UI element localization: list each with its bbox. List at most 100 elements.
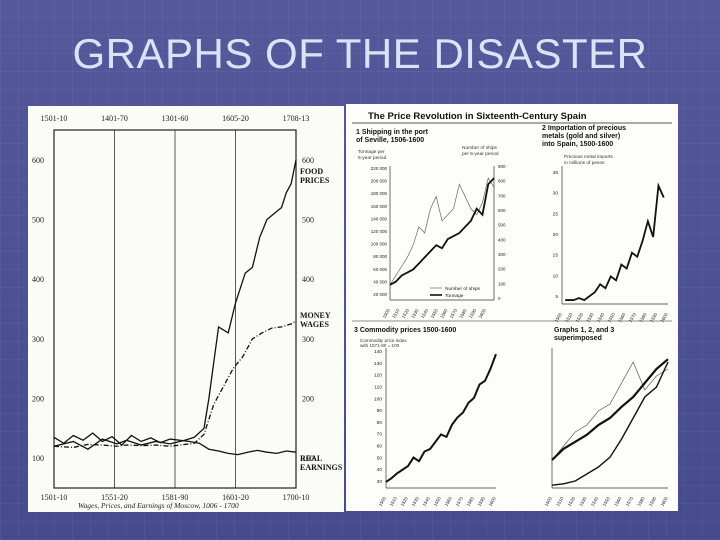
slide-title: GRAPHS OF THE DISASTER — [72, 30, 648, 77]
left-tick-label: 100 000 — [371, 242, 388, 247]
left-tick-label: 20 000 — [373, 292, 387, 297]
x-tick-label: 1510 — [389, 496, 399, 508]
x-tick-label: 1530 — [410, 308, 420, 320]
food-prices-line — [53, 159, 297, 450]
right-tick-label: 400 — [498, 237, 506, 242]
top-year-label: 1301-60 — [162, 114, 189, 123]
x-tick-label: 1520 — [401, 308, 411, 320]
axis-label: in millions of pesos — [564, 160, 605, 166]
x-tick-label: 1580 — [458, 308, 468, 320]
x-tick-label: 1600 — [660, 496, 670, 508]
x-tick-label: 1590 — [649, 312, 659, 324]
left-tick-label: 110 — [374, 384, 382, 390]
x-tick-label: 1520 — [400, 496, 410, 508]
x-tick-label: 1560 — [613, 496, 623, 508]
superimposed-metals-line — [551, 361, 669, 486]
right-tick-label: 800 — [498, 179, 506, 184]
left-tick-label: 90 — [377, 408, 383, 414]
left-tick-label: 140 — [374, 349, 382, 355]
left-tick-label: 40 — [377, 467, 383, 473]
left-tick-label: 60 000 — [373, 267, 387, 272]
left-tick-label: 25 — [553, 211, 559, 217]
x-tick-label: 1570 — [455, 496, 465, 508]
bottom-year-label: 1581-90 — [162, 493, 189, 502]
left-tick-label: 500 — [32, 216, 44, 225]
x-tick-label: 1540 — [420, 308, 430, 320]
x-tick-label: 1510 — [564, 312, 574, 324]
superimposed-prices-line — [551, 358, 669, 461]
right-tick-label: 100 — [302, 454, 314, 463]
x-tick-label: 1580 — [638, 312, 648, 324]
left-tick-label: 120 — [374, 373, 382, 379]
x-tick-label: 1600 — [488, 496, 498, 508]
left-tick-label: 50 — [377, 455, 383, 461]
x-tick-label: 1540 — [590, 496, 600, 508]
x-tick-label: 1550 — [607, 312, 617, 324]
left-tick-label: 130 — [374, 361, 382, 367]
x-tick-label: 1500 — [544, 496, 554, 508]
left-tick-label: 140 000 — [371, 216, 388, 221]
top-year-label: 1501-10 — [41, 114, 68, 123]
spain-price-revolution-figure: The Price Revolution in Sixteenth-Centur… — [346, 104, 678, 511]
right-tick-label: 400 — [302, 275, 314, 284]
tonnage-line — [389, 177, 495, 286]
x-tick-label: 1500 — [554, 312, 564, 324]
spain-chart-svg: The Price Revolution in Sixteenth-Centur… — [352, 111, 672, 508]
left-tick-label: 35 — [553, 170, 559, 176]
left-tick-label: 100 — [374, 396, 382, 402]
bottom-year-label: 1700-10 — [283, 493, 310, 502]
right-tick-label: 500 — [302, 216, 314, 225]
money-wages-line — [53, 320, 297, 449]
legend-label: Number of ships — [445, 286, 481, 292]
x-tick-label: 1510 — [391, 308, 401, 320]
series-label: PRICES — [300, 176, 330, 185]
x-tick-label: 1560 — [444, 496, 454, 508]
left-tick-label: 300 — [32, 335, 44, 344]
left-tick-label: 80 — [377, 420, 383, 426]
series-label: REAL — [300, 454, 322, 463]
series-label: MONEY — [300, 311, 331, 320]
left-tick-label: 40 000 — [373, 279, 387, 284]
bottom-year-label: 1551-20 — [101, 493, 128, 502]
x-tick-label: 1600 — [660, 312, 670, 324]
top-year-label: 1708-13 — [283, 114, 310, 123]
x-tick-label: 1560 — [439, 308, 449, 320]
left-tick-label: 30 — [377, 479, 383, 485]
x-tick-label: 1550 — [433, 496, 443, 508]
panel-label: Graphs 1, 2, and 3 — [554, 327, 614, 334]
bottom-year-label: 1501-10 — [41, 493, 68, 502]
axis-label: Commodity price index — [360, 338, 407, 343]
series-label: FOOD — [300, 167, 323, 176]
left-tick-label: 20 — [553, 232, 559, 238]
left-tick-label: 120 000 — [371, 229, 388, 234]
x-tick-label: 1570 — [625, 496, 635, 508]
chart-caption: Wages, Prices, and Earnings of Moscow, 1… — [78, 501, 239, 510]
superimposed-shipping-line — [551, 361, 669, 461]
x-tick-label: 1570 — [449, 308, 459, 320]
left-tick-label: 80 000 — [373, 254, 387, 259]
right-tick-label: 200 — [498, 267, 506, 272]
right-tick-label: 200 — [302, 395, 314, 404]
right-tick-label: 500 — [498, 223, 506, 228]
x-tick-label: 1550 — [602, 496, 612, 508]
axis-label: per 5-year period — [462, 151, 499, 157]
left-tick-label: 400 — [32, 275, 44, 284]
left-tick-label: 100 — [32, 454, 44, 463]
left-tick-label: 180 000 — [371, 191, 388, 196]
axis-label: 5-year period — [358, 155, 387, 161]
x-tick-label: 1520 — [575, 312, 585, 324]
left-tick-label: 5 — [555, 294, 558, 300]
x-tick-label: 1500 — [382, 308, 392, 320]
axis-label: Number of ships — [462, 145, 498, 151]
x-tick-label: 1500 — [378, 496, 388, 508]
right-tick-label: 0 — [498, 296, 501, 301]
right-tick-label: 600 — [302, 156, 314, 165]
x-tick-label: 1530 — [578, 496, 588, 508]
x-tick-label: 1550 — [430, 308, 440, 320]
x-tick-label: 1530 — [585, 312, 595, 324]
right-tick-label: 700 — [498, 193, 506, 198]
ships-line — [389, 177, 495, 285]
x-tick-label: 1590 — [477, 496, 487, 508]
x-tick-label: 1580 — [636, 496, 646, 508]
top-year-label: 1605-20 — [222, 114, 249, 123]
